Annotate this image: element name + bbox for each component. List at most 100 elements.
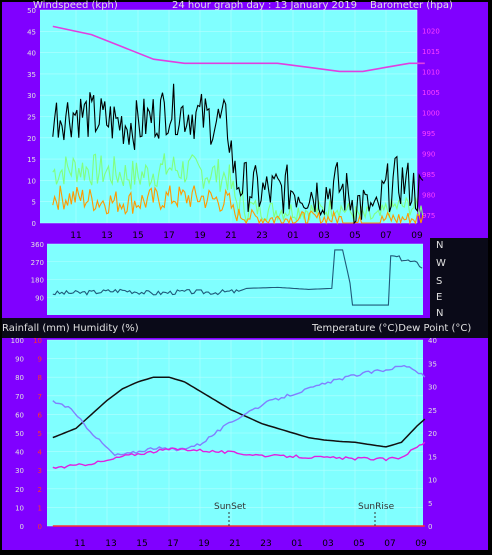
wind-x-tick: 01 [287,231,298,241]
rain-y-tick: 3 [38,467,42,475]
wind-x-tick: 11 [70,231,81,241]
wind-x-tick: 21 [225,231,236,241]
compass-n-top: N [436,240,443,251]
temperature-y-tick: 15 [428,453,437,461]
barometer-y-tick: 985 [422,171,435,179]
humidity-y-tick: 50 [15,430,24,438]
graph-title: 24 hour graph day : 13 January 2019 [172,0,357,11]
wind-y-tick: 10 [27,177,36,185]
rain-y-tick: 4 [38,449,43,457]
windspeed-header: Windspeed (kph) [33,0,118,11]
temperature-y-tick: 30 [428,384,437,392]
compass-s: S [436,276,442,287]
temperature-x-tick: 07 [384,539,395,549]
temperature-x-tick: 01 [291,539,302,549]
temperature-x-tick: 17 [167,539,178,549]
humidity-y-tick: 80 [15,374,24,382]
wind-y-tick: 5 [32,199,36,207]
wind-y-tick: 45 [27,28,36,36]
axis-labels: 0510152025303540455097598098599099510001… [11,7,440,549]
humidity-y-tick: 20 [15,486,24,494]
rain-y-tick: 0 [38,523,42,531]
barometer-header: Barometer (hpa) [370,0,453,11]
humidity-y-tick: 100 [11,337,24,345]
temperature-x-tick: 19 [198,539,210,549]
humidity-y-tick: 30 [15,467,24,475]
temperature-y-tick: 25 [428,407,437,415]
temperature-x-tick: 23 [260,539,271,549]
wind-x-tick: 23 [256,231,267,241]
direction-y-tick: 360 [31,241,44,249]
barometer-y-tick: 1010 [422,68,440,76]
barometer-y-tick: 1005 [422,89,440,97]
compass-e: E [436,292,442,303]
temperature-x-tick: 05 [353,539,364,549]
wind-series [52,83,424,225]
wind-y-tick: 25 [27,114,36,122]
wind-direction-line [52,249,423,306]
barometer-y-tick: 1020 [422,27,440,35]
temperature-y-tick: 40 [428,337,437,345]
humidity-y-tick: 60 [15,411,24,419]
middle-band [2,318,488,338]
wind-x-tick: 07 [380,231,391,241]
compass-band [430,238,488,318]
humidity-y-tick: 70 [15,393,24,401]
rain-y-tick: 8 [38,374,42,382]
wind-x-tick: 15 [132,231,143,241]
temperature-x-tick: 09 [415,539,427,549]
wind-y-tick: 35 [27,71,36,79]
barometer-y-tick: 980 [422,191,435,199]
wind-y-tick: 0 [32,220,36,228]
humidity-y-tick: 10 [15,504,24,512]
rain-y-tick: 7 [38,393,42,401]
humidity-line [52,364,426,457]
wind-low-line [52,185,424,225]
humidity-y-tick: 40 [15,449,24,457]
humidity-y-tick: 0 [20,523,24,531]
sunrise-label: SunRise [358,502,395,512]
wind-y-tick: 40 [27,50,36,58]
rain-y-tick: 5 [38,430,42,438]
direction-y-tick: 180 [31,277,44,285]
barometer-y-tick: 975 [422,212,435,220]
direction-grid [47,243,423,298]
rain-y-tick: 6 [38,411,43,419]
rain-y-tick: 10 [33,337,42,345]
dewpoint-line [52,441,426,469]
barometer-y-tick: 1000 [422,109,440,117]
temperature-x-tick: 03 [322,539,333,549]
temperature-line [52,376,426,448]
barometer-line [52,25,425,73]
temperature-y-tick: 35 [428,360,437,368]
temperature-x-tick: 21 [229,539,240,549]
wind-x-tick: 09 [411,231,423,241]
rain-y-tick: 1 [38,504,42,512]
humidity-y-tick: 90 [15,356,24,364]
sunset-label: SunSet [214,502,246,512]
temperature-x-tick: 13 [105,539,116,549]
wind-y-tick: 50 [27,7,36,15]
wind-x-tick: 17 [163,231,174,241]
wind-x-tick: 03 [318,231,329,241]
wind-x-tick: 13 [101,231,112,241]
wind-y-tick: 30 [27,92,36,100]
compass-n-bottom: N [436,308,443,319]
temp-dewpoint-header: Temperature (°C)Dew Point (°C) [311,323,471,334]
temperature-x-tick: 15 [136,539,147,549]
wind-y-tick: 15 [27,156,36,164]
rain-y-tick: 2 [38,486,42,494]
temperature-x-tick: 11 [74,539,85,549]
direction-y-tick: 270 [31,259,44,267]
wind-x-tick: 05 [349,231,360,241]
temperature-y-tick: 10 [428,477,437,485]
temperature-y-tick: 0 [428,523,432,531]
line-series [52,25,426,527]
compass-w: W [436,258,446,269]
temperature-y-tick: 5 [428,500,432,508]
barometer-y-tick: 1015 [422,48,440,56]
barometer-y-tick: 990 [422,150,435,158]
wind-x-tick: 19 [194,231,206,241]
rain-y-tick: 9 [38,356,42,364]
